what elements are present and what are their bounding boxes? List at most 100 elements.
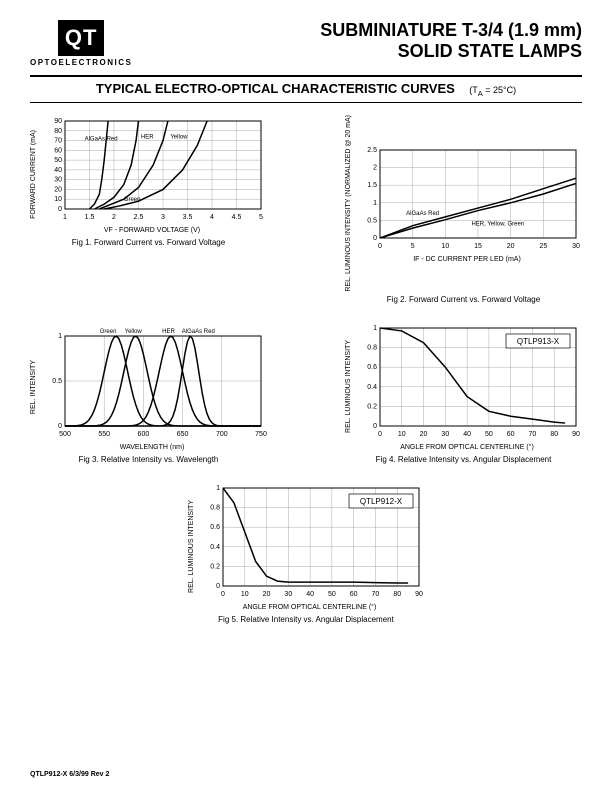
svg-text:HER, Yellow, Green: HER, Yellow, Green	[471, 221, 524, 227]
svg-text:1: 1	[373, 325, 377, 332]
svg-text:70: 70	[371, 591, 379, 598]
svg-text:40: 40	[463, 431, 471, 438]
svg-text:0.8: 0.8	[367, 345, 377, 352]
fig5-cell: REL. LUMINOUS INTENSITY 00.20.40.60.8101…	[188, 482, 425, 624]
svg-text:0: 0	[221, 591, 225, 598]
fig3-ylabel: REL. INTENSITY	[30, 360, 37, 414]
fig3-cell: REL. INTENSITY 00.51500550600650700750Gr…	[30, 322, 267, 464]
svg-text:HER: HER	[162, 329, 175, 335]
title-line-2: SOLID STATE LAMPS	[320, 41, 582, 62]
fig1-xlabel: VF - FORWARD VOLTAGE (V)	[37, 227, 267, 234]
svg-text:550: 550	[98, 431, 110, 438]
svg-text:1.5: 1.5	[85, 214, 95, 221]
svg-text:2.5: 2.5	[134, 214, 144, 221]
svg-text:700: 700	[216, 431, 228, 438]
svg-text:4.5: 4.5	[232, 214, 242, 221]
fig2-xlabel: IF - DC CURRENT PER LED (mA)	[352, 256, 582, 263]
svg-text:0.2: 0.2	[210, 564, 220, 571]
svg-text:3: 3	[161, 214, 165, 221]
fig5-xlabel: ANGLE FROM OPTICAL CENTERLINE (°)	[195, 604, 425, 611]
svg-text:80: 80	[393, 591, 401, 598]
svg-text:QTLP913-X: QTLP913-X	[517, 337, 560, 346]
svg-text:Green: Green	[100, 329, 117, 335]
svg-text:50: 50	[485, 431, 493, 438]
svg-text:60: 60	[54, 147, 62, 154]
section-title: TYPICAL ELECTRO-OPTICAL CHARACTERISTIC C…	[96, 81, 455, 96]
svg-text:0.2: 0.2	[367, 404, 377, 411]
svg-text:Yellow: Yellow	[125, 329, 143, 335]
svg-text:0: 0	[216, 583, 220, 590]
fig3-caption: Fig 3. Relative Intensity vs. Wavelength	[79, 455, 219, 464]
svg-text:QTLP912-X: QTLP912-X	[359, 497, 402, 506]
svg-text:80: 80	[54, 128, 62, 135]
svg-text:15: 15	[474, 243, 482, 250]
svg-text:0: 0	[378, 431, 382, 438]
svg-text:500: 500	[59, 431, 71, 438]
svg-text:70: 70	[54, 137, 62, 144]
fig1-ylabel: FORWARD CURRENT (mA)	[30, 130, 37, 219]
svg-text:1: 1	[63, 214, 67, 221]
fig1-caption: Fig 1. Forward Current vs. Forward Volta…	[72, 238, 225, 247]
fig4-cell: REL. LUMINOUS INTENSITY 00.20.40.60.8101…	[345, 322, 582, 464]
svg-text:20: 20	[262, 591, 270, 598]
logo-subtext: OPTOELECTRONICS	[30, 58, 132, 67]
svg-text:90: 90	[572, 431, 580, 438]
fig4-ylabel: REL. LUMINOUS INTENSITY	[345, 340, 352, 433]
svg-text:2: 2	[112, 214, 116, 221]
svg-text:50: 50	[54, 157, 62, 164]
fig5-caption: Fig 5. Relative Intensity vs. Angular Di…	[218, 615, 394, 624]
svg-text:5: 5	[411, 243, 415, 250]
footer: QTLP912-X 6/3/99 Rev 2	[30, 771, 109, 778]
svg-text:AlGaAs Red: AlGaAs Red	[85, 136, 118, 142]
svg-text:0.6: 0.6	[210, 525, 220, 532]
svg-text:40: 40	[306, 591, 314, 598]
svg-text:50: 50	[327, 591, 335, 598]
svg-text:20: 20	[507, 243, 515, 250]
fig4-chart: 00.20.40.60.810102030405060708090QTLP913…	[352, 322, 582, 442]
svg-text:0.6: 0.6	[367, 365, 377, 372]
svg-text:10: 10	[398, 431, 406, 438]
section-condition: (TA = 25°C)	[469, 85, 516, 95]
title-block: SUBMINIATURE T-3/4 (1.9 mm) SOLID STATE …	[320, 20, 582, 62]
fig5-ylabel: REL. LUMINOUS INTENSITY	[188, 500, 195, 593]
svg-text:30: 30	[54, 176, 62, 183]
svg-text:70: 70	[529, 431, 537, 438]
fig4-xlabel: ANGLE FROM OPTICAL CENTERLINE (°)	[352, 444, 582, 451]
fig1-chart: 010203040506070809011.522.533.544.55AlGa…	[37, 115, 267, 225]
svg-text:10: 10	[240, 591, 248, 598]
svg-text:AlGaAs Red: AlGaAs Red	[182, 329, 215, 335]
logo-block: QT OPTOELECTRONICS	[30, 20, 132, 67]
svg-text:5: 5	[259, 214, 263, 221]
svg-text:0: 0	[378, 243, 382, 250]
svg-text:60: 60	[349, 591, 357, 598]
svg-text:AlGaAs Red: AlGaAs Red	[406, 211, 439, 217]
svg-text:0: 0	[58, 206, 62, 213]
svg-text:0.5: 0.5	[367, 217, 377, 224]
fig3-xlabel: WAVELENGTH (nm)	[37, 444, 267, 451]
svg-text:750: 750	[255, 431, 267, 438]
fig4-caption: Fig 4. Relative Intensity vs. Angular Di…	[376, 455, 552, 464]
svg-text:80: 80	[550, 431, 558, 438]
svg-text:2: 2	[373, 164, 377, 171]
svg-text:650: 650	[177, 431, 189, 438]
svg-text:2.5: 2.5	[367, 147, 377, 154]
svg-text:1.5: 1.5	[367, 182, 377, 189]
svg-text:40: 40	[54, 167, 62, 174]
title-line-1: SUBMINIATURE T-3/4 (1.9 mm)	[320, 20, 582, 41]
svg-text:0: 0	[373, 423, 377, 430]
svg-text:1: 1	[216, 485, 220, 492]
svg-text:3.5: 3.5	[183, 214, 193, 221]
svg-text:90: 90	[54, 118, 62, 125]
fig2-cell: REL. LUMINOUS INTENSITY (NORMALIZED @ 20…	[345, 115, 582, 305]
fig2-chart: 00.511.522.5051015202530AlGaAs RedHER, Y…	[352, 144, 582, 254]
fig5-chart: 00.20.40.60.810102030405060708090QTLP912…	[195, 482, 425, 602]
svg-text:HER: HER	[141, 134, 154, 140]
fig1-cell: FORWARD CURRENT (mA) 0102030405060708090…	[30, 115, 267, 305]
svg-text:30: 30	[572, 243, 580, 250]
svg-text:1: 1	[373, 199, 377, 206]
section-bar: TYPICAL ELECTRO-OPTICAL CHARACTERISTIC C…	[30, 75, 582, 103]
svg-text:0.4: 0.4	[367, 384, 377, 391]
svg-text:20: 20	[54, 186, 62, 193]
svg-text:0.5: 0.5	[52, 378, 62, 385]
header: QT OPTOELECTRONICS SUBMINIATURE T-3/4 (1…	[30, 20, 582, 67]
